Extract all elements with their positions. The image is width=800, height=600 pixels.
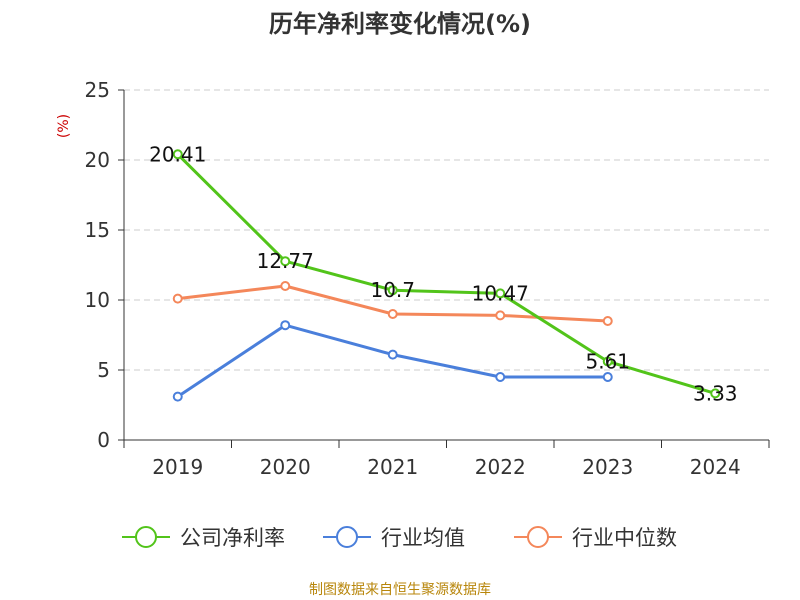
data-label: 10.47 — [472, 281, 529, 305]
data-label: 12.77 — [257, 249, 314, 273]
x-tick-label: 2023 — [582, 455, 633, 479]
y-tick-label: 5 — [97, 358, 110, 382]
grid-lines — [124, 89, 769, 371]
data-label: 20.41 — [149, 142, 206, 166]
data-point — [172, 293, 183, 304]
data-point — [710, 388, 721, 399]
y-tick-label: 0 — [97, 428, 110, 452]
series-group — [172, 149, 721, 402]
data-label: 3.33 — [693, 381, 738, 405]
y-tick-label: 10 — [85, 288, 110, 312]
data-point — [172, 391, 183, 402]
data-point — [602, 356, 613, 367]
data-point — [387, 309, 398, 319]
y-tick-label: 15 — [85, 218, 110, 242]
legend-swatch-marker — [336, 526, 358, 548]
data-point — [495, 310, 506, 321]
legend-label: 行业均值 — [381, 526, 465, 550]
data-point — [280, 320, 291, 331]
data-point — [495, 372, 506, 382]
data-point — [172, 149, 183, 160]
data-point — [602, 316, 613, 326]
chart-title: 历年净利率变化情况(%) — [269, 10, 531, 38]
legend-swatch-marker — [135, 526, 157, 548]
data-label: 5.61 — [585, 349, 630, 373]
data-point — [387, 349, 398, 360]
series-line-0 — [176, 153, 716, 395]
series-line-1 — [176, 323, 608, 398]
y-axis-unit-label: (%) — [56, 114, 72, 138]
data-point — [387, 285, 398, 296]
axes: 0 5 10 15 20 25 2019 2020 2021 2022 2023 2024 — [85, 78, 770, 479]
data-labels: 20.41 12.77 10.7 10.47 5.61 3.33 — [149, 142, 737, 405]
data-point — [495, 288, 506, 299]
x-tick-label: 2019 — [152, 455, 203, 479]
data-label: 10.7 — [370, 278, 415, 302]
data-source-note: 制图数据来自恒生聚源数据库 — [309, 582, 491, 598]
legend-label: 行业中位数 — [572, 526, 677, 550]
y-tick-label: 25 — [85, 78, 110, 102]
y-tick-label: 20 — [85, 148, 110, 172]
legend: 公司净利率 行业均值 行业中位数 — [122, 526, 677, 550]
legend-swatch-marker — [527, 526, 549, 548]
x-tick-label: 2022 — [475, 455, 526, 479]
data-point — [602, 372, 613, 382]
data-point — [280, 256, 291, 267]
data-point — [280, 281, 291, 291]
legend-label: 公司净利率 — [180, 526, 285, 550]
x-tick-label: 2024 — [690, 455, 741, 479]
x-tick-label: 2020 — [260, 455, 311, 479]
x-tick-label: 2021 — [367, 455, 418, 479]
